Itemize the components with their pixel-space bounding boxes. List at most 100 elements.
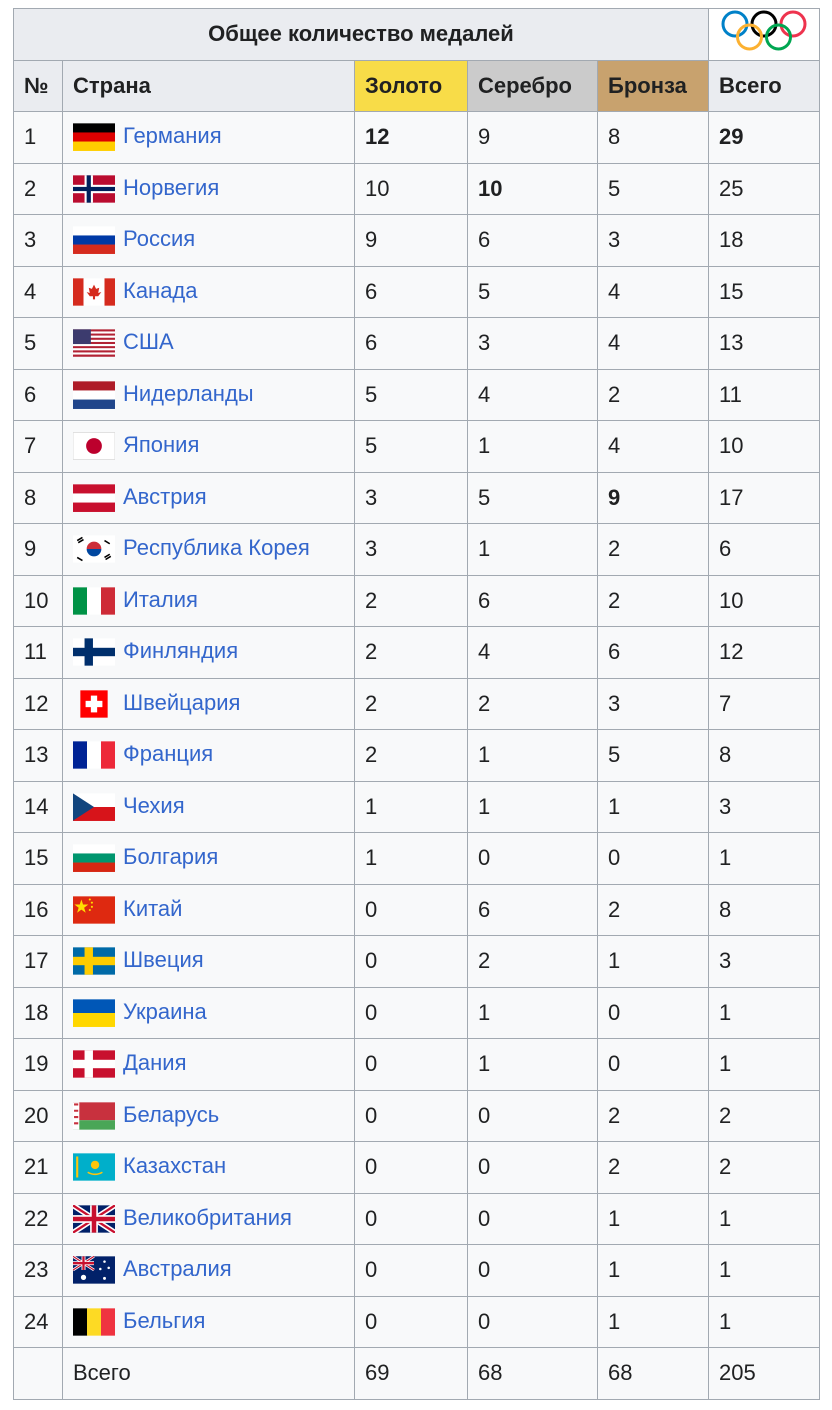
country-link[interactable]: Австрия [123,483,207,509]
country-link[interactable]: Россия [123,226,196,252]
country-flag [73,226,115,255]
medal-cell: 0 [467,1244,598,1297]
country-link[interactable]: Германия [123,123,222,149]
rank-cell: 7 [13,420,63,473]
medal-cell: 2 [597,368,709,421]
total-value: 68 [597,1347,709,1400]
country-link[interactable]: Австралия [123,1256,232,1282]
total-value: 69 [354,1347,468,1400]
medal-cell: 6 [467,883,598,936]
bold-value: 29 [719,124,744,150]
medal-cell: 5 [467,471,598,524]
rank-cell: 2 [13,162,63,215]
country-row: 23 Австралия 0 0 1 1 [13,1244,820,1297]
medal-cell: 8 [708,729,820,782]
rank-cell: 24 [13,1295,63,1348]
total-value: 205 [708,1347,820,1400]
country-link[interactable]: Швеция [123,947,204,973]
rank-cell: 23 [13,1244,63,1297]
rank-cell: 16 [13,883,63,936]
country-link[interactable]: Казахстан [123,1153,227,1179]
country-link[interactable]: Беларусь [123,1101,220,1127]
olympic-rings [708,8,820,61]
medal-cell: 2 [354,626,468,679]
medal-cell: 2 [467,677,598,730]
country-link[interactable]: Китай [123,895,183,921]
medal-cell: 1 [467,986,598,1039]
country-link[interactable]: Великобритания [123,1204,292,1230]
medal-cell: 0 [354,1089,468,1142]
medal-cell: 25 [708,162,820,215]
country-link[interactable]: Дания [123,1050,187,1076]
country-link[interactable]: Республика Корея [123,535,310,561]
medal-cell: 2 [597,1141,709,1194]
country-flag [73,999,115,1027]
country-link[interactable]: Украина [123,998,207,1024]
country-row: 7 Япония 5 1 4 10 [13,420,820,473]
medal-cell: 17 [708,471,820,524]
country-flag [73,535,115,563]
medal-cell: 2 [708,1089,820,1142]
medal-cell: 1 [708,986,820,1039]
country-row: 22 Великобритания 0 0 1 1 [13,1192,820,1245]
medal-cell: 0 [467,1089,598,1142]
column-header: Бронза [597,59,709,112]
country-cell: Финляндия [62,626,355,679]
country-cell: Австралия [62,1244,355,1297]
country-row: 15 Болгария 1 0 0 1 [13,832,820,885]
medal-cell: 1 [708,832,820,885]
bold-value: 9 [608,484,621,510]
total-value: 68 [467,1347,598,1400]
country-flag [73,484,115,512]
country-row: 11 Финляндия 2 4 6 12 [13,626,820,679]
medal-cell: 2 [708,1141,820,1194]
medal-cell: 15 [708,265,820,318]
table-title: Общее количество медалей [13,8,709,61]
medal-cell: 2 [597,883,709,936]
country-link[interactable]: Нидерланды [123,380,254,406]
country-link[interactable]: США [123,329,174,355]
medal-cell: 1 [597,780,709,833]
medal-cell: 5 [354,368,468,421]
medal-cell: 0 [597,986,709,1039]
country-link[interactable]: Канада [123,277,198,303]
country-link[interactable]: Бельгия [123,1307,206,1333]
country-link[interactable]: Япония [123,432,200,458]
column-header: Серебро [467,59,598,112]
country-row: 21 Казахстан 0 0 2 2 [13,1141,820,1194]
country-flag [73,844,115,873]
country-link[interactable]: Италия [123,586,198,612]
country-flag [73,278,115,306]
country-row: 18 Украина 0 1 0 1 [13,986,820,1039]
medal-cell: 10 [467,162,598,215]
country-link[interactable]: Финляндия [123,638,239,664]
country-link[interactable]: Чехия [123,792,185,818]
medal-cell: 0 [467,832,598,885]
country-row: 1 Германия 12 9 8 29 [13,111,820,164]
column-header: Страна [62,59,355,112]
rank-cell: 13 [13,729,63,782]
rank-cell: 17 [13,935,63,988]
country-flag [73,793,115,821]
country-flag [73,896,115,924]
medal-cell: 4 [467,626,598,679]
country-cell: Казахстан [62,1141,355,1194]
medal-cell: 3 [467,317,598,370]
medal-cell: 2 [597,523,709,576]
country-link[interactable]: Франция [123,741,214,767]
medal-cell: 4 [597,265,709,318]
country-cell: Нидерланды [62,368,355,421]
country-link[interactable]: Норвегия [123,174,220,200]
country-row: 12 Швейцария 2 2 3 7 [13,677,820,730]
header-row: № Страна Золото Серебро Бронза Всего [13,59,820,112]
country-flag [73,1308,115,1336]
country-flag [73,587,115,615]
medal-cell: 0 [354,1244,468,1297]
country-flag [73,1256,115,1284]
rank-cell: 18 [13,986,63,1039]
country-link[interactable]: Швейцария [123,689,241,715]
country-link[interactable]: Болгария [123,844,219,870]
medal-cell: 2 [354,574,468,627]
medal-cell: 0 [354,1295,468,1348]
medal-cell: 2 [354,677,468,730]
